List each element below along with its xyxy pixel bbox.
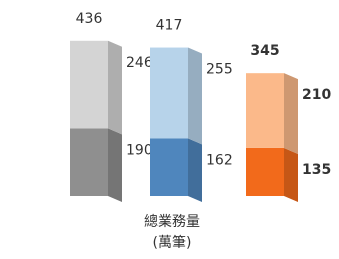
bar-side-face (188, 48, 202, 145)
bar-side-face (188, 138, 202, 202)
page: 總業務量 (萬筆) 190246436162255417135210345 ((… (0, 0, 339, 259)
x-axis-unit: (萬筆) (153, 235, 192, 251)
segment-label: 246 (126, 55, 153, 71)
segment-label: 210 (302, 87, 331, 103)
segment-label: 162 (206, 152, 233, 168)
bar-segment (70, 128, 108, 196)
bar-segment (246, 148, 284, 196)
bar-segment (150, 138, 188, 196)
total-label: 345 (250, 43, 279, 59)
segment-label: 190 (126, 142, 153, 158)
segment-label: 135 (302, 162, 331, 178)
x-axis-label: 總業務量 (144, 213, 200, 230)
bar-side-face (284, 148, 298, 202)
segment-label: 255 (206, 62, 233, 78)
total-label: 436 (76, 11, 103, 27)
bar-segment (246, 73, 284, 148)
bar-segment (70, 41, 108, 129)
chart: 總業務量 (萬筆) 190 246 436 162 255 417 135 210 345 (0, 0, 339, 259)
bar-side-face (108, 41, 122, 135)
bar-segment (150, 48, 188, 139)
bar-side-face (108, 128, 122, 202)
total-label: 417 (156, 18, 183, 34)
bar-side-face (284, 73, 298, 154)
